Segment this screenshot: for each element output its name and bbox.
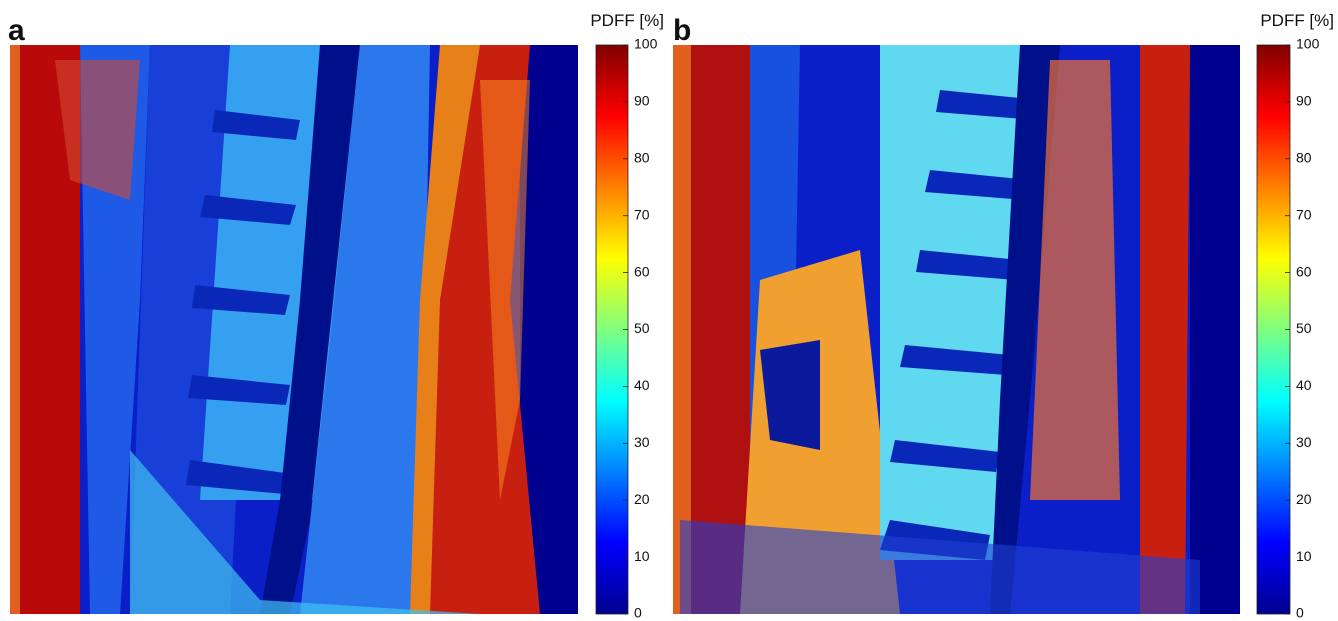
tick-label: 100: [1296, 36, 1320, 52]
panel-label: a: [8, 14, 25, 47]
tick-label: 60: [1296, 263, 1312, 279]
tick-label: 70: [634, 206, 650, 222]
tick-label: 90: [1296, 93, 1312, 109]
tick-label: 20: [634, 491, 650, 507]
tick-label: 10: [1296, 548, 1312, 564]
tick-label: 80: [634, 150, 650, 166]
colorbar-title: PDFF [%]: [1260, 11, 1334, 30]
tick-label: 0: [1296, 605, 1304, 621]
colorbar-title: PDFF [%]: [590, 11, 664, 30]
tick-label: 10: [634, 548, 650, 564]
tick-label: 30: [634, 434, 650, 450]
pdff-map-b: [673, 45, 1242, 614]
tick-label: 70: [1296, 206, 1312, 222]
tick-label: 50: [1296, 320, 1312, 336]
tick-label: 40: [1296, 377, 1312, 393]
tick-label: 100: [634, 36, 658, 52]
tick-label: 20: [1296, 491, 1312, 507]
pdff-map-a: [10, 45, 580, 614]
panel-label: b: [673, 14, 691, 47]
tick-label: 30: [1296, 434, 1312, 450]
tick-label: 0: [634, 605, 642, 621]
tick-label: 80: [1296, 150, 1312, 166]
figure: aPDFF [%]0102030405060708090100bPDFF [%]…: [0, 0, 1338, 621]
tick-label: 60: [634, 263, 650, 279]
tick-label: 50: [634, 320, 650, 336]
tick-label: 40: [634, 377, 650, 393]
tick-label: 90: [634, 93, 650, 109]
